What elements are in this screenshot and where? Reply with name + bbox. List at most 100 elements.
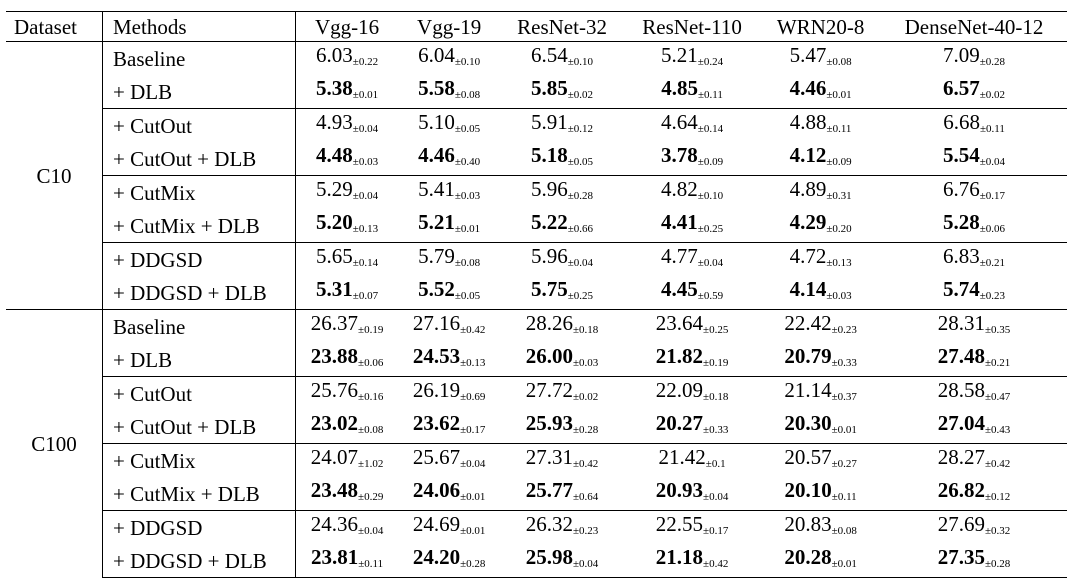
std-value: ±0.05 [454,290,481,302]
value-cell: 4.48±0.03 [296,142,399,176]
mean-value: 24.20 [412,545,461,569]
std-value: ±0.23 [831,324,857,336]
mean-value: 5.74 [943,277,980,301]
value-cell: 28.58±0.47 [881,376,1067,410]
std-value: ±0.17 [979,190,1006,202]
std-value: ±0.04 [979,156,1006,168]
method-label: + DDGSD [102,242,296,276]
header-vgg19: Vgg-19 [398,11,501,42]
std-value: ±0.22 [352,56,379,68]
mean-value: 6.54 [531,43,568,67]
value-cell: 4.12±0.09 [760,142,881,176]
method-label: + CutOut [102,108,296,142]
mean-value: 5.58 [418,76,455,100]
value-cell: 26.00±0.03 [500,343,624,377]
std-value: ±0.69 [460,391,486,403]
std-value: ±0.10 [697,190,724,202]
mean-value: 5.75 [531,277,568,301]
table-row: + DDGSD + DLB 5.31±0.07 5.52±0.05 5.75±0.25… [6,276,1067,310]
std-value: ±0.01 [460,491,486,503]
std-value: ±0.33 [703,424,729,436]
value-cell: 4.64±0.14 [623,108,761,142]
mean-value: 4.89 [789,177,827,201]
mean-value: 4.41 [661,210,698,234]
value-cell: 25.76±0.16 [295,376,399,410]
std-value: ±0.04 [697,257,724,269]
std-value: ±0.12 [985,491,1011,503]
value-cell: 25.93±0.28 [500,410,624,444]
mean-value: 5.41 [418,177,455,201]
table-row: + CutOut + DLB 4.48±0.03 4.46±0.40 5.18±0.0… [6,142,1067,176]
mean-value: 25.98 [525,545,574,569]
std-value: ±0.07 [352,290,379,302]
value-cell: 22.55±0.17 [623,510,761,544]
std-value: ±0.04 [460,458,486,470]
value-cell: 5.21±0.24 [623,41,761,75]
std-value: ±0.20 [826,223,852,235]
mean-value: 24.06 [412,478,461,502]
mean-value: 25.67 [412,445,461,469]
std-value: ±0.04 [573,558,599,570]
std-value: ±0.10 [454,56,481,68]
std-value: ±0.09 [826,156,852,168]
value-cell: 6.03±0.22 [295,41,399,75]
dataset-block: C100 Baseline 26.37±0.19 27.16±0.42 28.26±0.… [6,309,1067,578]
std-value: ±0.08 [454,89,481,101]
std-value: ±0.23 [979,290,1006,302]
table-row: + CutMix + DLB 5.20±0.13 5.21±0.01 5.22±0.6… [6,209,1067,243]
std-value: ±0.25 [567,290,594,302]
mean-value: 23.88 [310,344,359,368]
value-cell: 21.14±0.37 [760,376,882,410]
value-cell: 4.45±0.59 [624,276,760,310]
table-row: + DLB 23.88±0.06 24.53±0.13 26.00±0.03 21.82… [6,343,1067,377]
std-value: ±0.05 [454,123,481,135]
mean-value: 4.45 [661,277,698,301]
method-label: + DLB [102,75,296,109]
mean-value: 4.29 [789,210,827,234]
mean-value: 5.31 [316,277,353,301]
mean-value: 5.28 [943,210,980,234]
value-cell: 20.27±0.33 [624,410,760,444]
mean-value: 6.03 [316,43,353,67]
mean-value: 25.77 [525,478,574,502]
std-value: ±0.23 [573,525,599,537]
std-value: ±0.11 [826,123,852,135]
dataset-label: C100 [6,309,103,578]
std-value: ±0.19 [703,357,729,369]
std-value: ±0.02 [567,89,594,101]
mean-value: 5.21 [661,43,698,67]
std-value: ±0.1 [705,458,726,470]
table-row: + CutOut 25.76±0.16 26.19±0.69 27.72±0.02 22… [6,376,1067,410]
mean-value: 23.62 [412,411,461,435]
mean-value: 5.47 [789,43,827,67]
header-resnet32: ResNet-32 [500,11,624,42]
table-row: + DDGSD + DLB 23.81±0.11 24.20±0.28 25.98±0… [6,544,1067,578]
value-cell: 4.93±0.04 [295,108,399,142]
value-cell: 23.62±0.17 [398,410,500,444]
mean-value: 23.02 [310,411,359,435]
std-value: ±0.04 [352,123,379,135]
mean-value: 7.09 [943,43,980,67]
mean-value: 20.83 [784,512,832,536]
mean-value: 25.76 [310,378,359,402]
table-row: + CutOut + DLB 23.02±0.08 23.62±0.17 25.93±… [6,410,1067,444]
std-value: ±1.02 [358,458,384,470]
mean-value: 26.00 [525,344,574,368]
table-header: Dataset Methods Vgg-16 Vgg-19 ResNet-32 … [6,11,1067,42]
mean-value: 27.48 [937,344,986,368]
value-cell: 5.47±0.08 [760,41,882,75]
value-cell: 5.21±0.01 [398,209,500,243]
std-value: ±0.01 [831,558,857,570]
value-cell: 5.41±0.03 [398,175,501,209]
mean-value: 4.82 [661,177,698,201]
value-cell: 5.85±0.02 [500,75,624,109]
std-value: ±0.06 [979,223,1006,235]
value-cell: 20.28±0.01 [760,544,882,578]
std-value: ±0.17 [703,525,729,537]
mean-value: 27.04 [937,411,986,435]
std-value: ±0.25 [697,223,724,235]
value-cell: 21.18±0.42 [623,544,761,578]
std-value: ±0.35 [985,324,1011,336]
value-cell: 5.58±0.08 [398,75,500,109]
mean-value: 24.07 [310,445,359,469]
